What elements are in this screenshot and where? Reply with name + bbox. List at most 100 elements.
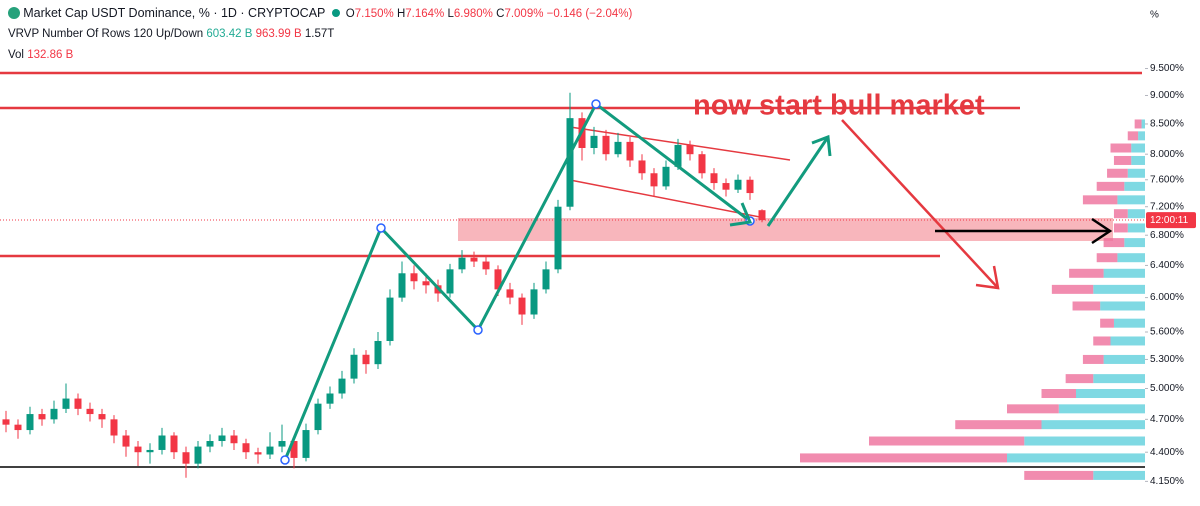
profile-up [1117,253,1145,263]
candle-body [554,206,562,270]
channel-line [569,179,766,219]
profile-down [1041,389,1076,399]
axis-unit: % [1150,10,1159,21]
candle-body [338,378,346,394]
profile-up [1041,420,1145,430]
candle-body [722,183,730,190]
profile-up [1141,119,1145,129]
candle-body [410,273,418,282]
candle-body [350,354,358,379]
candle-body [218,435,226,442]
profile-down [955,420,1042,430]
countdown: 12:00:11 [1150,215,1189,226]
profile-down [1024,470,1094,480]
candle-body [566,118,574,207]
profile-up [1103,268,1145,278]
candle-body [86,408,94,415]
logo [8,7,20,19]
candle-body [590,135,598,149]
profile-up [1007,453,1145,463]
profile-up [1127,168,1145,178]
y-tick-label: 9.500% [1150,63,1184,74]
channel-line [569,126,791,161]
arrow-head [811,134,832,157]
candle-body [194,446,202,464]
profile-down [1082,195,1118,205]
candle-body [374,340,382,365]
profile-down [1051,284,1094,294]
candle-body [602,135,610,155]
volume-profile [800,119,1145,480]
y-tick-label: 5.600% [1150,327,1184,338]
profile-up [1127,223,1145,233]
y-tick-label: 4.400% [1150,447,1184,458]
y-tick-label: 6.400% [1150,260,1184,271]
profile-up [1131,143,1145,153]
ohlc-value: 7.009% [504,8,544,20]
candle-body [710,173,718,184]
pivot [591,99,601,109]
candles [2,92,766,478]
arrow [766,136,830,227]
profile-up [1110,336,1145,346]
ohlc-key: L [447,8,454,20]
drawings: now start bull market [280,90,1113,465]
y-tick-label: 6.800% [1150,230,1184,241]
profile-down [1113,155,1132,165]
indicator-line: Vol 132.86 B [8,49,73,61]
candle-body [734,179,742,190]
profile-up [1024,436,1145,446]
candle-body [458,257,466,270]
candle-body [206,441,214,447]
candle-body [158,435,166,450]
profile-down [1134,119,1142,129]
indicator-value: 963.99 B [255,28,302,40]
indicator-line: VRVP Number Of Rows 120 Up/Down 603.42 B… [8,28,334,40]
candle-body [62,398,70,409]
candle-body [302,430,310,458]
candle-body [686,144,694,155]
profile-up [1127,209,1145,219]
profile-down [1107,168,1128,178]
profile-down [1007,404,1059,414]
candle-body [110,419,118,436]
header-line: Market Cap USDT Dominance, % · 1D · CRYP… [8,6,632,20]
arrow [729,202,753,227]
profile-up [1093,284,1145,294]
candle-body [170,435,178,453]
y-tick-label: 7.200% [1150,201,1184,212]
profile-down [1096,253,1118,263]
candle-body [746,179,754,194]
profile-down [1103,238,1125,248]
candle-body [614,141,622,155]
profile-down [1072,301,1101,311]
profile-up [1058,404,1145,414]
profile-up [1076,389,1145,399]
candle-body [386,297,394,341]
y-tick-label: 6.000% [1150,292,1184,303]
indicator-value: 1.57T [304,28,335,40]
profile-down [1096,181,1125,191]
candle-body [278,441,286,447]
candle-body [122,435,130,447]
profile-down [1082,354,1104,364]
annotation: now start bull market [693,90,985,122]
candle-body [290,441,298,458]
candle-body [134,446,142,453]
candle-body [314,403,322,431]
ohlc-value: 7.164% [405,8,445,20]
candle-body [482,261,490,270]
candle-body [698,154,706,174]
drawings [0,71,1145,468]
profile-up [1093,374,1145,384]
candle-body [638,160,646,174]
y-tick-label: 9.000% [1150,90,1184,101]
pivot [376,223,386,233]
candle-body [182,452,190,464]
profile-down [800,453,1007,463]
pivot [280,455,290,465]
candle-body [98,414,106,420]
arrow-head [975,265,1000,290]
symbol: Market Cap USDT Dominance, % · 1D · CRYP… [23,6,326,20]
profile-up [1093,470,1145,480]
